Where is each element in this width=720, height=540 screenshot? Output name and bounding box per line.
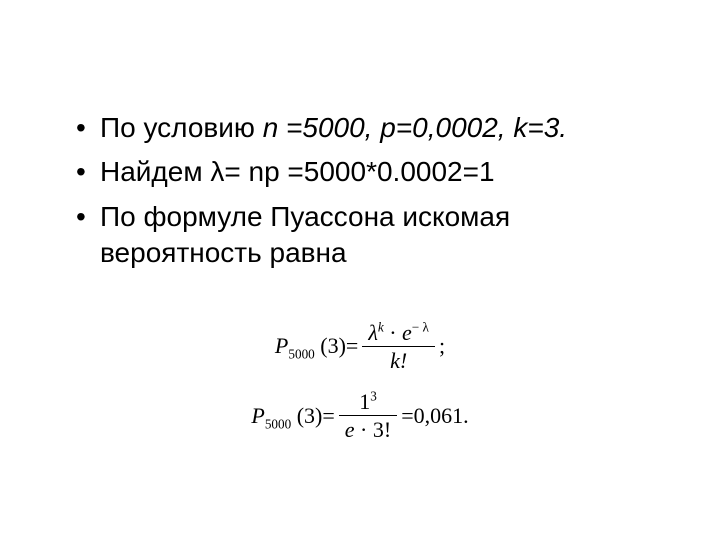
three-factorial: 3! bbox=[373, 417, 391, 442]
bullet-item-1: По условию n =5000, p=0,0002, k=3. bbox=[100, 110, 660, 146]
bullet-item-3: По формуле Пуассона искомая вероятность … bbox=[100, 199, 660, 272]
fraction-bar-2 bbox=[339, 415, 397, 416]
sym-P: P bbox=[275, 333, 288, 358]
fraction-2: 13 e · 3! bbox=[339, 389, 397, 443]
exp-3: 3 bbox=[370, 389, 377, 404]
denominator-1: k! bbox=[384, 348, 413, 373]
bullet1-italic: n =5000, p=0,0002, k=3. bbox=[263, 112, 567, 143]
equals-2: = bbox=[322, 403, 334, 429]
equation-1: P5000 (3) = λk · e− λ k! ; bbox=[275, 320, 445, 374]
exp-neg-lambda: − λ bbox=[412, 319, 429, 334]
equals-1: = bbox=[346, 333, 358, 359]
slide: По условию n =5000, p=0,0002, k=3. Найде… bbox=[0, 0, 720, 540]
result-text: =0,061. bbox=[401, 403, 468, 429]
sym-e: e bbox=[402, 320, 412, 345]
sym-e-2: e bbox=[345, 417, 355, 442]
arg-3-2: (3) bbox=[297, 403, 323, 428]
bullet-item-2: Найдем λ= np =5000*0.0002=1 bbox=[100, 154, 660, 190]
numerator-1: λk · e− λ bbox=[362, 320, 435, 345]
numerator-2: 13 bbox=[353, 389, 383, 414]
fraction-1: λk · e− λ k! bbox=[362, 320, 435, 374]
formula-block: P5000 (3) = λk · e− λ k! ; P5000 (3) = bbox=[60, 312, 660, 451]
dot-2: · bbox=[355, 417, 373, 442]
equation-2: P5000 (3) = 13 e · 3! =0,061. bbox=[251, 389, 468, 443]
sym-P-2: P bbox=[251, 403, 264, 428]
sub-5000: 5000 bbox=[288, 347, 314, 362]
semicolon: ; bbox=[439, 333, 445, 359]
denominator-2: e · 3! bbox=[339, 417, 397, 442]
lhs-2: P5000 (3) bbox=[251, 403, 322, 429]
bullet-list: По условию n =5000, p=0,0002, k=3. Найде… bbox=[60, 110, 660, 272]
lhs-1: P5000 (3) bbox=[275, 333, 346, 359]
bullet1-prefix: По условию bbox=[100, 112, 263, 143]
dot-1: · bbox=[384, 320, 402, 345]
fraction-bar-1 bbox=[362, 346, 435, 347]
sym-lambda: λ bbox=[368, 320, 378, 345]
num-one: 1 bbox=[359, 389, 370, 414]
arg-3: (3) bbox=[320, 333, 346, 358]
k-factorial: k! bbox=[390, 348, 407, 373]
sub-5000-2: 5000 bbox=[265, 416, 291, 431]
